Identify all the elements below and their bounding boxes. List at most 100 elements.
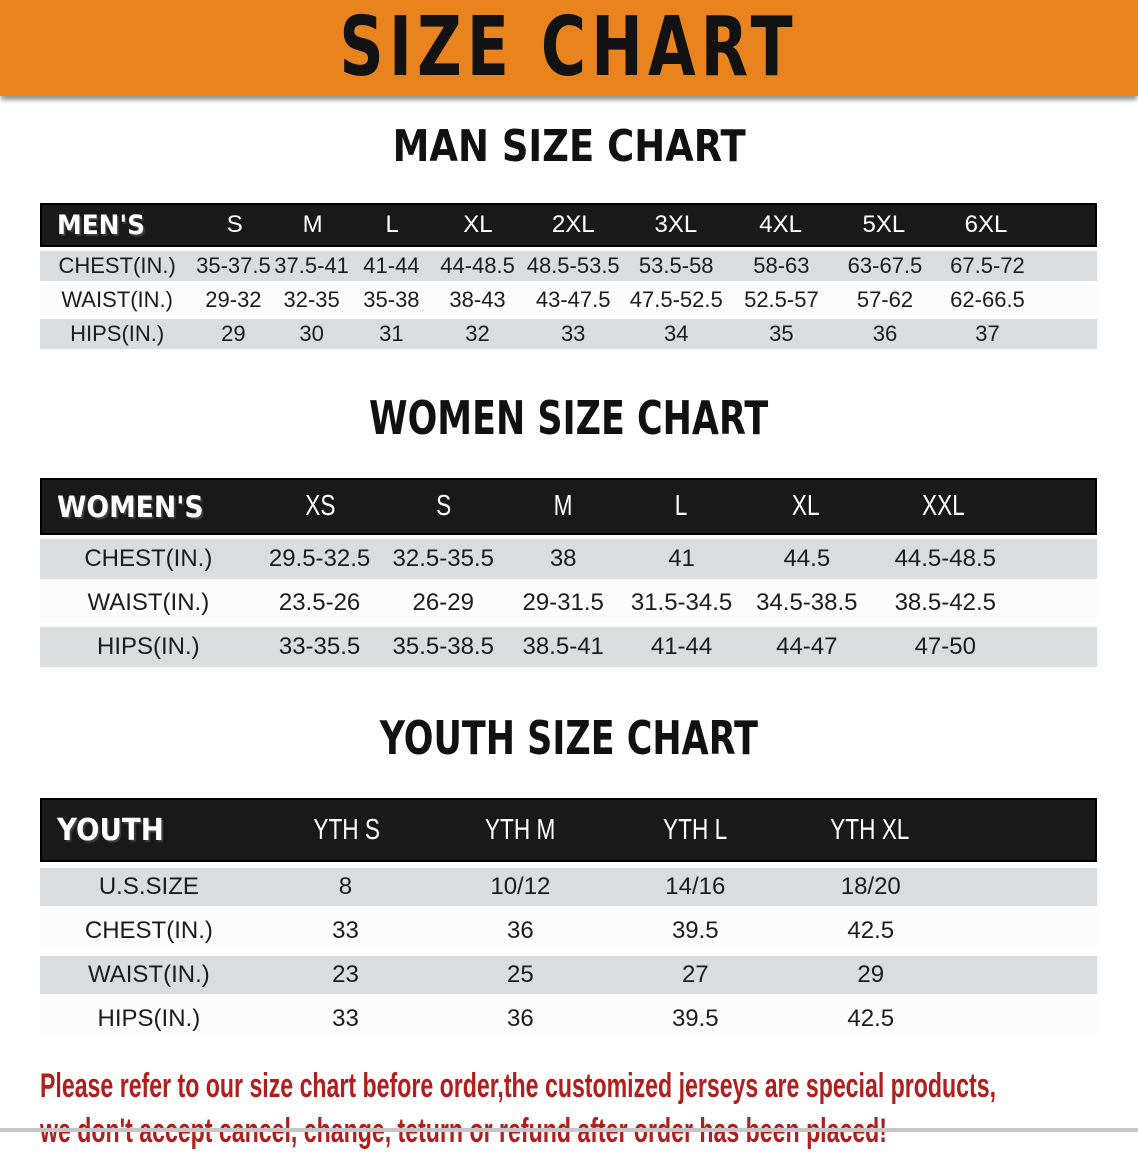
size-header-cell: YTH M xyxy=(434,814,608,847)
table-cell: 31 xyxy=(351,321,432,347)
table-cell-text: 38.5-42.5 xyxy=(894,589,996,616)
table-cell: 57-62 xyxy=(834,287,937,313)
row-label-text: WAIST(IN.) xyxy=(87,589,210,616)
table-cell-text: 29.5-32.5 xyxy=(268,545,371,572)
table-cell-text: 34.5-38.5 xyxy=(756,589,858,616)
table-cell-text: 35-37.5 xyxy=(196,253,271,278)
banner: SIZE CHART xyxy=(0,0,1138,96)
table-row: WAIST(IN.) 23.5-26 26-29 29-31.5 31.5-34.5 34… xyxy=(40,583,1097,623)
table-cell-text: 48.5-53.5 xyxy=(526,253,620,278)
size-header-cell: YTH L xyxy=(607,814,782,847)
size-header-cell: XS xyxy=(258,490,383,523)
table-cell: 38.5-41 xyxy=(504,633,622,661)
table-row: HIPS(IN.) 33 36 39.5 42.5 xyxy=(40,1000,1097,1038)
size-header-cell: XL xyxy=(740,490,872,523)
size-header-cell-text: YTH S xyxy=(312,813,380,846)
table-cell: 52.5-57 xyxy=(729,287,834,313)
table-cell: 53.5-58 xyxy=(623,253,729,279)
table-header-row: MEN'S S M L XL 2XL 3XL 4XL 5XL 6XL xyxy=(40,203,1097,247)
table-cell: 23 xyxy=(258,961,433,989)
youth-size-table: YOUTH YTH S YTH M YTH L YTH XL U.S.SIZE 8 10/12… xyxy=(40,798,1097,1038)
row-label-text: U.S.SIZE xyxy=(98,873,199,900)
table-cell-text: 39.5 xyxy=(671,917,719,944)
table-cell: 34 xyxy=(623,321,729,347)
table-cell: 35.5-38.5 xyxy=(382,633,504,661)
row-label: CHEST(IN.) xyxy=(40,253,194,279)
size-header-cell-text: YTH L xyxy=(662,813,727,846)
men-section-heading: MAN SIZE CHART xyxy=(0,122,1138,179)
size-header-cell: S xyxy=(196,211,274,239)
table-cell: 30 xyxy=(273,321,351,347)
youth-section-heading-text: YOUTH SIZE CHART xyxy=(379,711,759,765)
row-label-text: WAIST(IN.) xyxy=(87,961,210,988)
table-cell-text: 14/16 xyxy=(665,873,726,900)
table-cell: 37.5-41 xyxy=(273,253,351,279)
men-section-heading-text: MAN SIZE CHART xyxy=(392,121,746,172)
table-cell: 39.5 xyxy=(608,917,783,945)
table-cell: 29-32 xyxy=(194,287,272,313)
table-cell: 36 xyxy=(433,1005,607,1033)
row-label-text: CHEST(IN.) xyxy=(84,545,213,572)
table-cell-text: 37.5-41 xyxy=(274,253,349,278)
table-cell: 41 xyxy=(622,545,740,573)
size-header-cell-text: 2XL xyxy=(551,211,595,238)
table-cell: 32.5-35.5 xyxy=(382,545,504,573)
row-label-text: CHEST(IN.) xyxy=(84,917,213,944)
table-cell-text: 36 xyxy=(507,917,534,944)
size-header-cell: YTH S xyxy=(259,814,434,847)
table-cell: 10/12 xyxy=(433,873,607,901)
table-cell: 31.5-34.5 xyxy=(622,589,740,617)
women-section-heading: WOMEN SIZE CHART xyxy=(0,393,1138,452)
size-header-cell-text: M xyxy=(302,211,323,238)
size-header-cell-text: L xyxy=(385,211,399,238)
table-cell: 38 xyxy=(504,545,622,573)
table-cell: 42.5 xyxy=(783,1005,958,1033)
table-cell: 14/16 xyxy=(608,873,783,901)
women-section-heading-text: WOMEN SIZE CHART xyxy=(369,391,769,445)
row-label: HIPS(IN.) xyxy=(40,633,257,661)
table-cell: 34.5-38.5 xyxy=(741,589,873,617)
table-cell-text: 44.5 xyxy=(783,545,831,572)
table-cell: 23.5-26 xyxy=(257,589,383,617)
men-section: MAN SIZE CHART MEN'S S M L XL 2XL 3XL 4XL 5XL 6XL… xyxy=(0,122,1138,349)
table-row: WAIST(IN.) 29-32 32-35 35-38 38-43 43-47.5 47.… xyxy=(40,285,1097,315)
table-cell-text: 18/20 xyxy=(840,873,901,900)
row-label: HIPS(IN.) xyxy=(40,1005,258,1033)
table-cell-text: 23 xyxy=(332,961,359,988)
table-row: WAIST(IN.) 23 25 27 29 xyxy=(40,956,1097,994)
women-size-table: WOMEN'S XS S M L XL XXL CHEST(IN.) 29.5-32.5 32.5… xyxy=(40,478,1097,667)
table-cell: 67.5-72 xyxy=(936,253,1039,279)
table-cell-text: 62-66.5 xyxy=(950,287,1025,312)
table-cell-text: 42.5 xyxy=(847,917,895,944)
table-cell-text: 57-62 xyxy=(856,287,914,312)
table-cell: 35 xyxy=(729,321,834,347)
table-cell: 33-35.5 xyxy=(257,633,383,661)
table-cell: 27 xyxy=(608,961,783,989)
table-cell-text: 47.5-52.5 xyxy=(629,287,723,312)
table-cell-text: 53.5-58 xyxy=(638,253,714,278)
table-cell-text: 43-47.5 xyxy=(535,287,611,312)
table-cell: 29 xyxy=(194,321,272,347)
table-cell: 39.5 xyxy=(608,1005,783,1033)
table-cell-text: 42.5 xyxy=(847,1005,895,1032)
table-cell: 42.5 xyxy=(783,917,958,945)
size-header-cell: XL xyxy=(433,211,524,239)
size-header-cell-text: L xyxy=(674,490,688,522)
disclaimer: Please refer to our size chart before or… xyxy=(40,1064,1138,1154)
table-row: CHEST(IN.) 35-37.5 37.5-41 41-44 44-48.5 48.5… xyxy=(40,251,1097,281)
table-cell-text: 30 xyxy=(299,321,324,346)
size-header-cell: S xyxy=(383,490,504,523)
size-header-cell-text: XL xyxy=(463,211,493,238)
table-cell: 38.5-42.5 xyxy=(873,589,1018,617)
table-cell: 25 xyxy=(433,961,607,989)
table-cell: 41-44 xyxy=(351,253,432,279)
table-cell: 43-47.5 xyxy=(523,287,623,313)
table-cell-text: 58-63 xyxy=(753,253,810,278)
size-header-cell-text: YTH XL xyxy=(830,813,910,846)
table-cell-text: 33 xyxy=(332,1005,359,1032)
table-cell: 58-63 xyxy=(729,253,834,279)
table-cell-text: 52.5-57 xyxy=(744,287,819,312)
row-label: WAIST(IN.) xyxy=(40,961,258,989)
table-cell-text: 33-35.5 xyxy=(278,633,361,660)
